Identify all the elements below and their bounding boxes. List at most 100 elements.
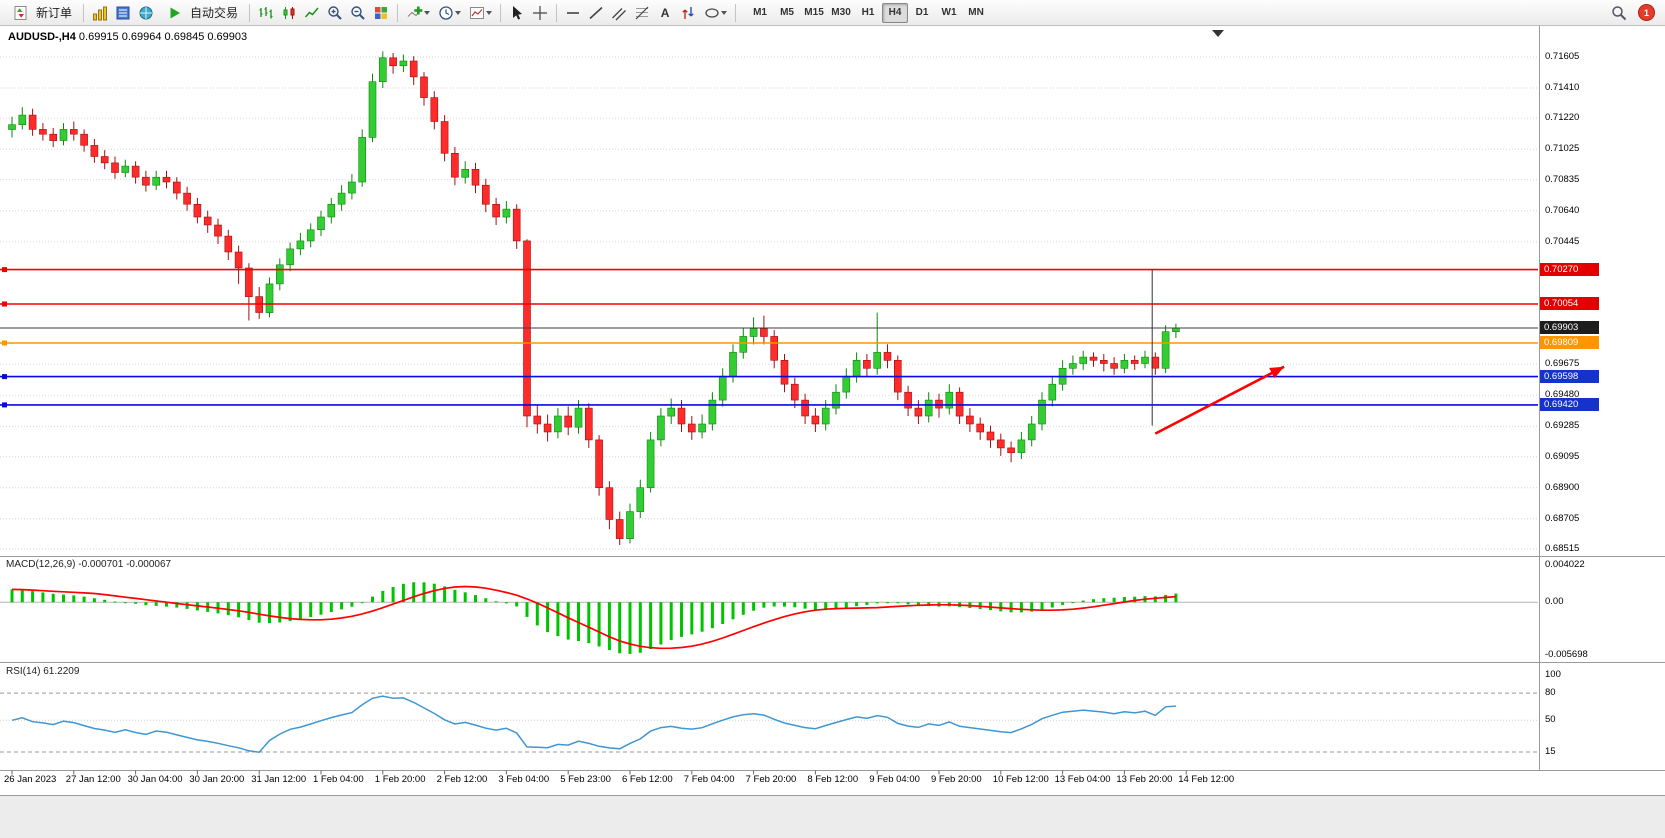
auto-trading-label: 自动交易 (190, 6, 239, 20)
notification-badge[interactable]: 1 (1638, 4, 1655, 21)
candle (1141, 350, 1149, 369)
trend-arrow[interactable] (1154, 365, 1285, 435)
candle (275, 258, 284, 291)
toolbar-separator (735, 3, 737, 22)
market-watch-icon[interactable] (112, 2, 134, 24)
templates-icon[interactable] (465, 2, 495, 24)
candle (605, 481, 614, 530)
new-order-button[interactable]: 新订单 (4, 1, 78, 25)
timeframe-button-m1[interactable]: M1 (753, 6, 767, 18)
candle (996, 433, 1005, 456)
arrows-icon[interactable] (677, 2, 699, 24)
zoom-in-icon[interactable] (324, 2, 346, 24)
candle (801, 393, 809, 424)
chart-canvas[interactable] (0, 26, 1665, 796)
timeframe-button-m30[interactable]: M30 (831, 6, 851, 18)
line-handle[interactable] (2, 340, 7, 346)
line-handle[interactable] (2, 301, 7, 307)
line-handle[interactable] (2, 267, 7, 273)
toolbar-separator (500, 3, 502, 22)
timeframe-button-h1[interactable]: H1 (861, 6, 875, 18)
candle (224, 229, 233, 260)
timeframe-button-mn[interactable]: MN (968, 6, 984, 18)
candle (348, 174, 356, 200)
chart-window[interactable]: AUDUSD-,H4 0.69915 0.69964 0.69845 0.699… (0, 26, 1665, 796)
new-order-label: 新订单 (36, 6, 73, 20)
candle (70, 121, 78, 141)
candle (1048, 376, 1057, 407)
auto-trading-button[interactable]: 自动交易 (158, 1, 244, 25)
bar-chart-icon[interactable] (255, 2, 277, 24)
tile-windows-icon[interactable] (370, 2, 392, 24)
candle (255, 287, 263, 319)
line-handle[interactable] (2, 374, 7, 380)
navigator-icon[interactable] (135, 2, 157, 24)
charts-icon[interactable] (89, 2, 111, 24)
candle (183, 186, 191, 211)
shapes-icon[interactable] (700, 2, 730, 24)
indicators-icon[interactable] (403, 2, 433, 24)
candle (39, 123, 47, 141)
candle (193, 197, 202, 224)
toolbar-separator (556, 3, 558, 22)
periods-icon[interactable] (434, 2, 464, 24)
candle (49, 127, 58, 147)
line-handle[interactable] (2, 402, 7, 408)
text-tool-glyph: A (660, 5, 670, 20)
candle (667, 398, 676, 424)
timeframe-button-w1[interactable]: W1 (941, 6, 957, 18)
candle (1079, 350, 1087, 370)
candle (523, 239, 531, 428)
candles-layer (8, 51, 1180, 545)
horizontal-line-icon[interactable] (562, 2, 584, 24)
zoom-out-icon[interactable] (347, 2, 369, 24)
grid-lines (0, 56, 1538, 550)
candle (1120, 354, 1129, 374)
candle (657, 408, 665, 447)
timeframe-button-m5[interactable]: M5 (780, 6, 794, 18)
chevron-down-icon (454, 10, 461, 15)
candle (90, 139, 99, 163)
candle (245, 263, 253, 321)
candle (492, 197, 500, 225)
candle (358, 129, 367, 187)
candle (564, 406, 573, 436)
candle (770, 330, 779, 369)
candle (976, 417, 985, 440)
candle (1130, 355, 1139, 370)
candle (162, 170, 171, 189)
candle (111, 156, 119, 179)
timeframe-button-h4[interactable]: H4 (882, 2, 909, 23)
candle (636, 479, 645, 518)
chart-shift-marker[interactable] (1212, 30, 1224, 37)
candle (512, 204, 521, 249)
timeframe-button-d1[interactable]: D1 (915, 6, 929, 18)
trendline-icon[interactable] (585, 2, 607, 24)
candlestick-chart-icon[interactable] (278, 2, 300, 24)
candle (306, 223, 315, 248)
timeframe-button-m15[interactable]: M15 (804, 6, 824, 18)
candle (1058, 360, 1067, 391)
candle (749, 317, 758, 345)
text-icon[interactable]: A (654, 2, 676, 24)
candle (1038, 392, 1046, 431)
crosshair-icon[interactable] (529, 2, 551, 24)
line-chart-icon[interactable] (301, 2, 323, 24)
candle (420, 72, 428, 106)
fibonacci-icon[interactable] (631, 2, 653, 24)
candle (1017, 432, 1026, 459)
candle (234, 245, 243, 284)
cursor-icon[interactable] (506, 2, 528, 24)
toolbar-right-group: 1 (1608, 2, 1661, 24)
candle (760, 315, 768, 345)
candle (1172, 323, 1180, 338)
candle (203, 210, 212, 233)
channel-icon[interactable] (608, 2, 630, 24)
candle (152, 170, 160, 190)
search-icon[interactable] (1608, 2, 1630, 24)
chevron-down-icon (720, 10, 727, 15)
toolbar-separator (249, 3, 251, 22)
candle (945, 384, 954, 415)
candle (214, 218, 222, 245)
